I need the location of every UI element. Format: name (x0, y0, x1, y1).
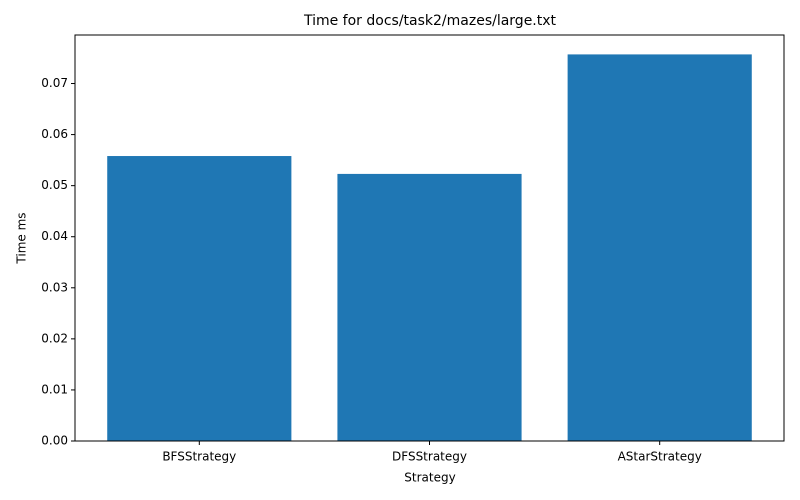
y-tick-label: 0.02 (41, 331, 68, 345)
chart-title: Time for docs/task2/mazes/large.txt (303, 13, 557, 29)
x-axis-label: Strategy (404, 471, 455, 485)
y-tick-label: 0.01 (41, 382, 68, 396)
y-tick-label: 0.04 (41, 229, 68, 243)
plot-frame (74, 34, 785, 442)
y-tick-label: 0.06 (41, 127, 68, 141)
y-tick-label: 0.03 (41, 280, 68, 294)
bar (337, 173, 522, 441)
bar (107, 156, 292, 441)
y-tick-label: 0.00 (41, 434, 68, 448)
y-axis-label: Time ms (15, 212, 29, 264)
x-tick-label: BFSStrategy (162, 450, 236, 464)
bar (567, 54, 752, 442)
y-tick-label: 0.07 (41, 76, 68, 90)
x-tick-label: AStarStrategy (618, 450, 702, 464)
x-tick-label: DFSStrategy (392, 450, 467, 464)
y-tick-label: 0.05 (41, 178, 68, 192)
